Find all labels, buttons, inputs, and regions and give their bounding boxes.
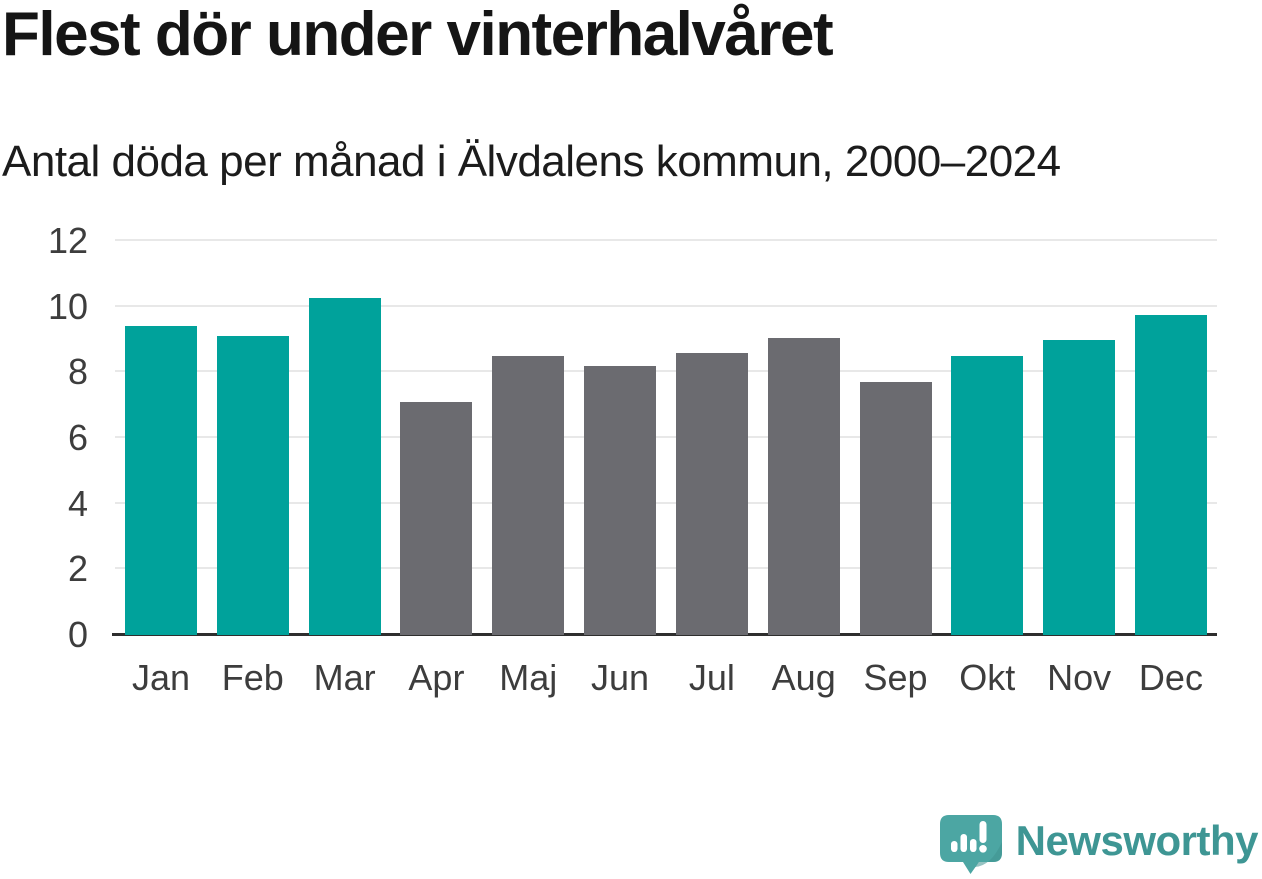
bar-apr: [400, 401, 473, 635]
brand-name: Newsworthy: [1015, 816, 1259, 864]
x-tick-okt: Okt: [959, 657, 1016, 698]
gridline-2: [115, 567, 1217, 570]
x-axis-line: [112, 633, 1217, 636]
x-axis-labels: Jan Feb Mar Apr Maj Jun Jul Aug Sep Okt Nov Dec: [115, 656, 1217, 699]
x-tick-mar: Mar: [313, 657, 376, 698]
bar-jan: [125, 326, 197, 635]
bar-aug: [767, 337, 840, 635]
bars-container: [115, 241, 1217, 635]
brand-footer: Newsworthy: [939, 814, 1259, 875]
gridline-12: [115, 239, 1217, 241]
x-tick-jul: Jul: [688, 657, 735, 698]
y-tick-4: 4: [67, 482, 88, 524]
x-tick-feb: Feb: [221, 657, 284, 698]
bar-dec: [1134, 314, 1207, 635]
bar-jul: [675, 352, 748, 635]
x-tick-nov: Nov: [1047, 657, 1112, 698]
bar-mar: [308, 298, 381, 635]
x-tick-dec: Dec: [1138, 657, 1203, 698]
bar-feb: [216, 336, 289, 635]
y-tick-12: 12: [47, 220, 88, 261]
newsworthy-logo-icon: [939, 814, 1003, 875]
x-tick-aug: Aug: [771, 657, 836, 698]
bar-sep: [859, 382, 932, 635]
x-tick-maj: Maj: [499, 657, 558, 698]
y-tick-0: 0: [67, 614, 88, 655]
bar-nov: [1043, 339, 1116, 635]
y-tick-6: 6: [67, 417, 88, 458]
plot-area: 0 2 4 6 8 10 12: [0, 223, 1262, 653]
x-tick-jun: Jun: [591, 657, 650, 698]
y-tick-8: 8: [67, 351, 88, 393]
bar-okt: [951, 355, 1024, 635]
chart-subtitle: Antal döda per månad i Älvdalens kommun,…: [2, 137, 1061, 186]
y-tick-2: 2: [67, 548, 88, 590]
gridline-4: [115, 501, 1217, 504]
bar-maj: [492, 355, 565, 635]
bar-jun: [584, 365, 657, 635]
x-tick-apr: Apr: [408, 657, 465, 698]
chart-title: Flest dör under vinterhalvåret: [2, 0, 834, 69]
gridline-6: [115, 436, 1217, 438]
gridline-8: [115, 370, 1217, 373]
gridline-10: [115, 304, 1217, 307]
x-tick-sep: Sep: [863, 657, 928, 698]
y-tick-10: 10: [47, 285, 88, 327]
x-tick-jan: Jan: [131, 657, 191, 698]
